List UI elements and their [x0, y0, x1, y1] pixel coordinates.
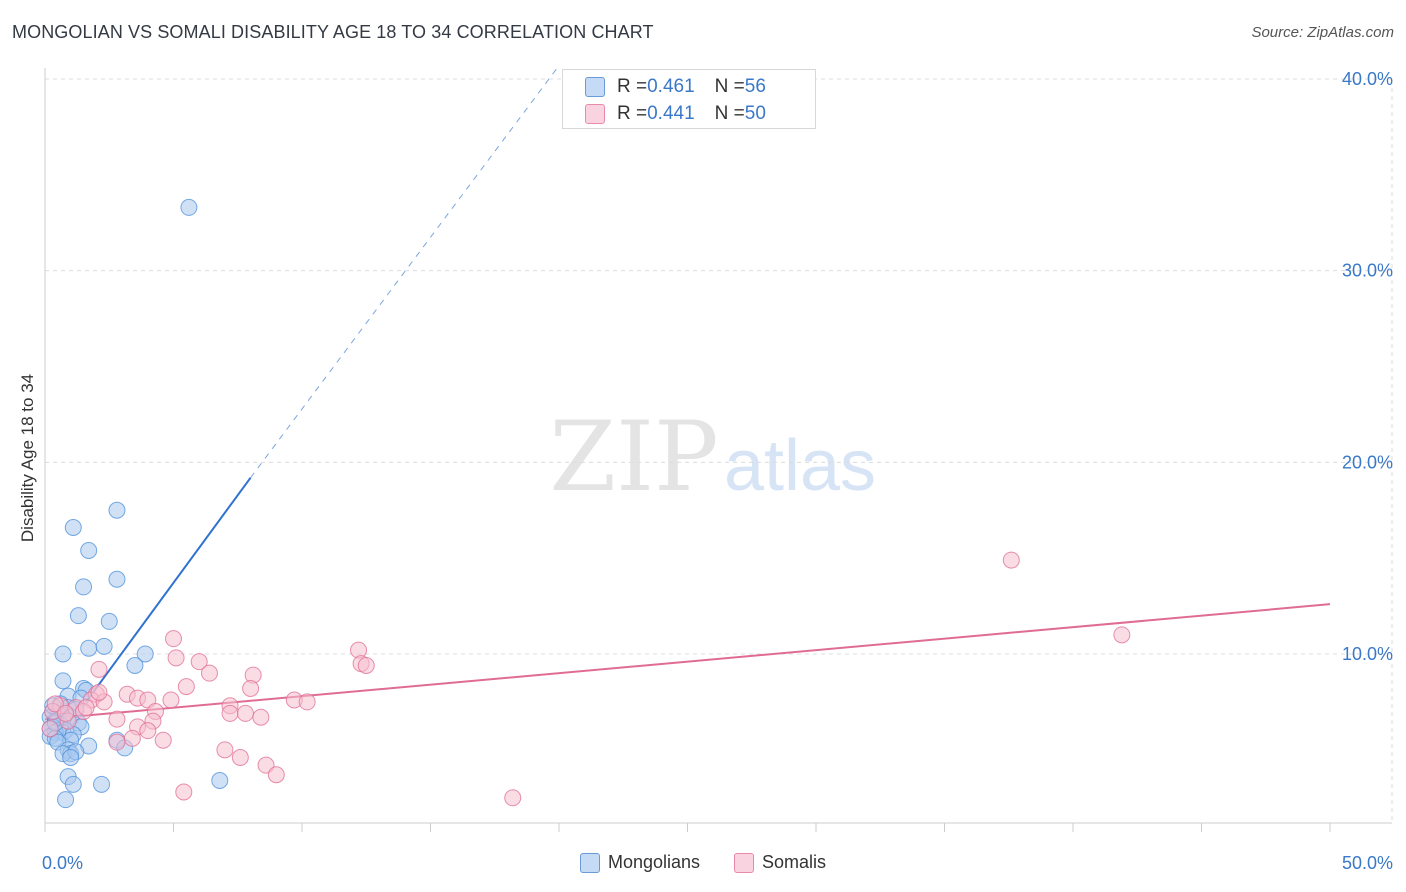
watermark: ZIP atlas — [549, 401, 876, 513]
source-label: Source: ZipAtlas.com — [1251, 24, 1394, 41]
data-point — [108, 501, 126, 519]
trend-lines — [44, 65, 1331, 721]
x-tick-label: 0.0% — [42, 853, 83, 873]
data-point — [54, 645, 72, 663]
data-point — [139, 722, 157, 740]
data-point — [93, 775, 111, 793]
legend-swatch-somalis — [734, 852, 755, 873]
data-point — [75, 578, 93, 596]
data-point — [180, 198, 198, 216]
data-point — [57, 704, 75, 722]
legend-label-somalis: Somalis — [762, 852, 827, 872]
stats-row-mongolians: R = 0.461 N = 56 — [585, 76, 766, 98]
data-point — [231, 749, 249, 766]
stats-r-label: R = — [617, 103, 648, 124]
series-legend: Mongolians Somalis — [0, 852, 1406, 873]
watermark-atlas: atlas — [724, 426, 876, 506]
stats-n-label: N = — [714, 103, 745, 124]
y-tick-label: 20.0% — [1342, 452, 1393, 472]
data-point — [108, 710, 126, 728]
stats-n-label: N = — [714, 76, 745, 97]
series-somalis — [41, 551, 1131, 807]
data-point — [267, 766, 285, 784]
data-point — [1113, 626, 1131, 644]
stats-r-value: 0.441 — [647, 103, 695, 124]
y-tick-label: 40.0% — [1342, 69, 1393, 89]
data-point — [57, 791, 75, 809]
data-point — [136, 645, 154, 663]
stats-r-label: R = — [617, 76, 648, 97]
data-point — [41, 720, 59, 738]
x-tick-label: 50.0% — [1342, 853, 1393, 873]
data-point — [357, 657, 375, 674]
data-point — [62, 749, 80, 766]
data-point — [54, 672, 72, 690]
trend-line-somalis — [44, 603, 1331, 721]
data-point — [154, 731, 172, 749]
data-point — [64, 519, 82, 536]
trend-line-mongolians-extension — [250, 65, 560, 478]
watermark-zip: ZIP — [549, 401, 718, 513]
data-points — [41, 198, 1131, 809]
data-point — [126, 657, 144, 674]
stats-swatch-mongolians — [585, 77, 605, 97]
legend-swatch-mongolians — [579, 852, 600, 873]
trend-line-mongolians — [85, 477, 252, 703]
data-point — [211, 772, 229, 789]
data-point — [236, 704, 254, 722]
data-point — [90, 683, 108, 701]
data-point — [162, 691, 180, 709]
stats-legend: R = 0.461 N = 56 R = 0.441 N = 50 — [562, 69, 816, 129]
data-point — [200, 664, 218, 682]
legend-label-mongolians: Mongolians — [607, 852, 701, 872]
data-point — [69, 607, 87, 625]
data-point — [108, 570, 126, 588]
data-point — [175, 783, 193, 801]
data-point — [100, 612, 118, 630]
data-point — [108, 733, 126, 751]
data-point — [64, 775, 82, 793]
stats-row-somalis: R = 0.441 N = 50 — [585, 103, 766, 125]
data-point — [252, 708, 270, 726]
data-point — [95, 637, 113, 655]
tick-labels: 10.0% 20.0% 30.0% 40.0% 0.0% 50.0% — [42, 69, 1393, 873]
y-tick-label: 10.0% — [1342, 644, 1393, 664]
data-point — [165, 630, 182, 648]
data-point — [298, 693, 316, 711]
legend-item-somalis: Somalis — [734, 852, 826, 873]
stats-n-value: 56 — [744, 76, 766, 97]
y-tick-label: 30.0% — [1342, 261, 1393, 281]
axes — [44, 68, 1392, 832]
data-point — [80, 639, 98, 657]
data-point — [90, 660, 108, 678]
data-point — [216, 741, 234, 759]
data-point — [1002, 551, 1020, 569]
data-point — [221, 704, 239, 722]
data-point — [123, 729, 141, 747]
data-point — [167, 649, 185, 667]
data-point — [242, 680, 260, 697]
data-point — [177, 678, 195, 696]
chart-title: MONGOLIAN VS SOMALI DISABILITY AGE 18 TO… — [12, 22, 654, 42]
data-point — [504, 789, 522, 807]
stats-n-value: 50 — [744, 103, 766, 124]
stats-swatch-somalis — [585, 104, 605, 124]
data-point — [80, 542, 98, 559]
data-point — [77, 699, 95, 717]
legend-item-mongolians: Mongolians — [579, 852, 701, 873]
grid — [45, 78, 1393, 823]
stats-r-value: 0.461 — [647, 76, 695, 97]
data-point — [190, 653, 208, 671]
